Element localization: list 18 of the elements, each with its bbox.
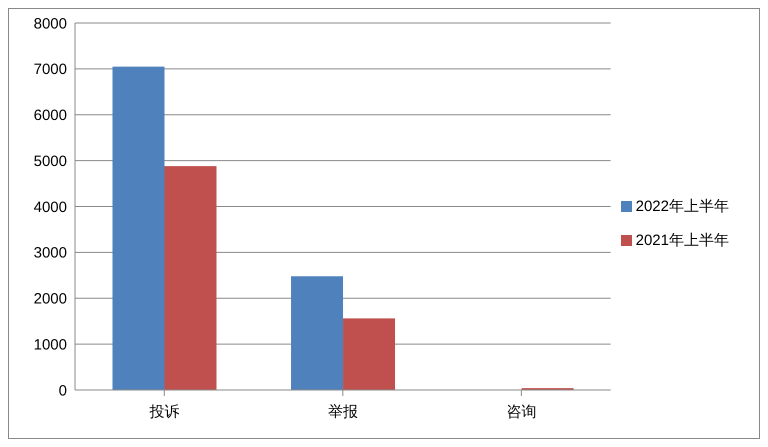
y-tick-label: 7000 (34, 61, 67, 78)
bar (164, 166, 216, 390)
legend-label: 2022年上半年 (636, 198, 729, 214)
x-tick-label: 举报 (328, 404, 358, 421)
y-tick-label: 5000 (34, 152, 67, 170)
y-tick-label: 4000 (34, 198, 67, 216)
y-tick-label: 6000 (34, 107, 67, 124)
bar (291, 276, 344, 390)
x-tick-label: 咨询 (506, 404, 536, 421)
y-tick-label: 3000 (34, 244, 67, 262)
legend-label: 2021年上半年 (636, 232, 729, 248)
x-tick-label: 投诉 (148, 404, 180, 421)
y-tick-label: 2000 (34, 290, 67, 308)
y-tick-label: 1000 (34, 336, 67, 354)
y-tick-label: 0 (58, 382, 67, 400)
bar (343, 318, 396, 390)
bar (112, 66, 164, 390)
y-tick-label: 8000 (34, 15, 67, 32)
